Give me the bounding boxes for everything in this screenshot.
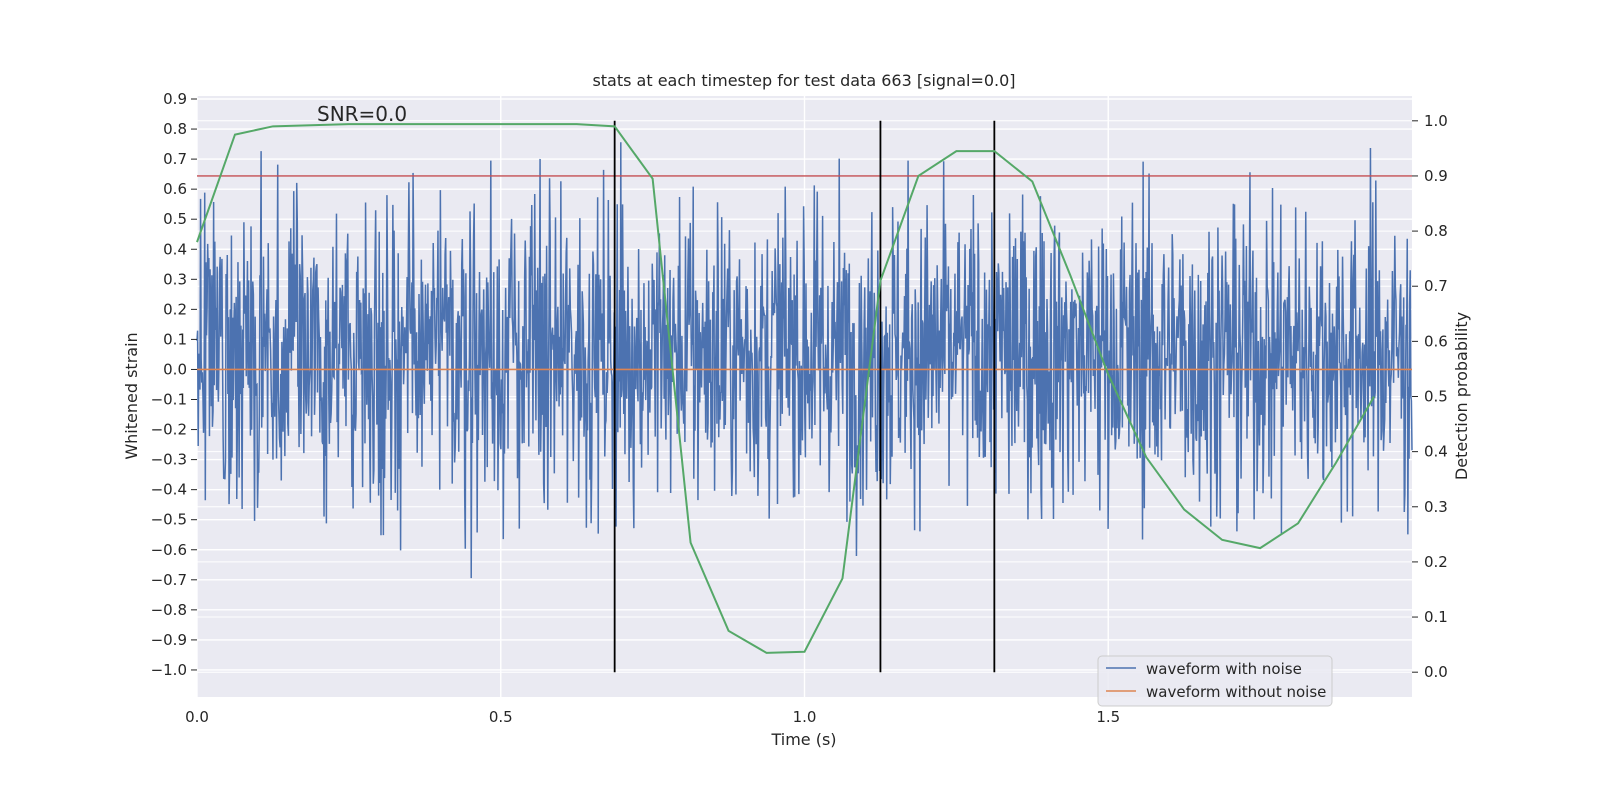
- y-tick-label-4: 0.5: [163, 210, 187, 228]
- x-tick-label-2: 1.0: [793, 708, 817, 726]
- chart-title: stats at each timestep for test data 663…: [592, 71, 1015, 90]
- x-axis-ticks: 0.0 0.5 1.0 1.5: [185, 708, 1120, 726]
- y2-tick-label-2: 0.8: [1424, 222, 1448, 240]
- y2-tick-label-7: 0.3: [1424, 498, 1448, 516]
- y2-tick-label-6: 0.4: [1424, 443, 1448, 461]
- y-axis-ticks: 0.9 0.8 0.7 0.6 0.5 0.4 0.3 0.2 0.1 0.0 −0.1 −0.2 −0…: [151, 90, 197, 679]
- y-tick-label-12: −0.3: [151, 451, 187, 469]
- snr-annotation: SNR=0.0: [317, 102, 407, 126]
- y2-axis-ticks: 1.0 0.9 0.8 0.7 0.6 0.5 0.4 0.3 0.2 0.1 0.0: [1412, 112, 1448, 681]
- legend-label-noise: waveform with noise: [1146, 660, 1302, 678]
- legend-label-clean: waveform without noise: [1146, 683, 1326, 701]
- y2-tick-label-9: 0.1: [1424, 608, 1448, 626]
- marker-lines: [613, 120, 996, 673]
- y-tick-label-11: −0.2: [151, 421, 187, 439]
- y-tick-label-10: −0.1: [151, 391, 187, 409]
- detection-probability-line: [196, 123, 1375, 654]
- y-tick-label-17: −0.8: [151, 601, 187, 619]
- x-axis-label: Time (s): [770, 730, 836, 749]
- y-tick-label-6: 0.3: [163, 270, 187, 288]
- y-axis-label: Whitened strain: [122, 332, 141, 459]
- noise-waveform-line: [196, 142, 1413, 579]
- y2-axis-label: Detection probability: [1452, 312, 1471, 480]
- y-tick-label-0: 0.9: [163, 90, 187, 108]
- y2-tick-label-0: 1.0: [1424, 112, 1448, 130]
- series-detection-probability: [196, 123, 1375, 654]
- y-tick-label-15: −0.6: [151, 541, 187, 559]
- y-tick-label-3: 0.6: [163, 180, 187, 198]
- y2-tick-label-10: 0.0: [1424, 663, 1448, 681]
- y-tick-label-8: 0.1: [163, 330, 187, 348]
- y2-tick-label-8: 0.2: [1424, 553, 1448, 571]
- x-tick-label-1: 0.5: [489, 708, 513, 726]
- y2-tick-label-4: 0.6: [1424, 332, 1448, 350]
- y-tick-label-16: −0.7: [151, 571, 187, 589]
- y-tick-label-13: −0.4: [151, 481, 187, 499]
- legend-box: [1097, 655, 1333, 707]
- legend: waveform with noise waveform without noi…: [1097, 655, 1333, 707]
- x-tick-label-3: 1.5: [1096, 708, 1120, 726]
- y-tick-label-9: 0.0: [163, 360, 187, 378]
- series-waveform-with-noise: [196, 142, 1413, 579]
- y2-tick-label-1: 0.9: [1424, 167, 1448, 185]
- y-tick-label-2: 0.7: [163, 150, 187, 168]
- y-tick-label-7: 0.2: [163, 300, 187, 318]
- y-tick-label-5: 0.4: [163, 240, 187, 258]
- y-tick-label-18: −0.9: [151, 631, 187, 649]
- y-tick-label-19: −1.0: [151, 661, 187, 679]
- x-tick-label-0: 0.0: [185, 708, 209, 726]
- y-tick-label-1: 0.8: [163, 120, 187, 138]
- y2-tick-label-5: 0.5: [1424, 388, 1448, 406]
- y2-tick-label-3: 0.7: [1424, 277, 1448, 295]
- y-tick-label-14: −0.5: [151, 511, 187, 529]
